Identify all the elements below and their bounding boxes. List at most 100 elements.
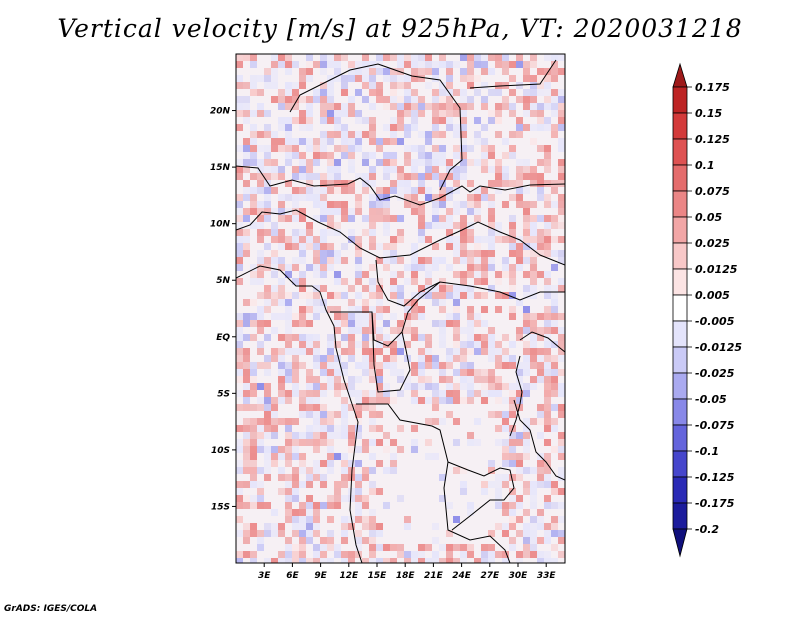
field-cell xyxy=(285,145,292,152)
field-cell xyxy=(327,306,334,313)
field-cell xyxy=(264,243,271,250)
field-cell xyxy=(411,124,418,131)
field-cell xyxy=(516,124,523,131)
field-cell xyxy=(488,117,495,124)
field-cell xyxy=(481,145,488,152)
field-cell xyxy=(502,271,509,278)
field-cell xyxy=(327,341,334,348)
field-cell xyxy=(551,369,558,376)
field-cell xyxy=(397,96,404,103)
field-cell xyxy=(481,306,488,313)
field-cell xyxy=(341,530,348,537)
field-cell xyxy=(397,446,404,453)
field-cell xyxy=(334,320,341,327)
field-cell xyxy=(278,229,285,236)
field-cell xyxy=(488,264,495,271)
field-cell xyxy=(411,75,418,82)
field-cell xyxy=(313,285,320,292)
field-cell xyxy=(530,110,537,117)
field-cell xyxy=(439,320,446,327)
field-cell xyxy=(390,355,397,362)
field-cell xyxy=(341,75,348,82)
field-cell xyxy=(474,201,481,208)
field-cell xyxy=(285,453,292,460)
field-cell xyxy=(264,194,271,201)
field-cell xyxy=(292,145,299,152)
field-cell xyxy=(467,397,474,404)
field-cell xyxy=(467,145,474,152)
field-cell xyxy=(306,320,313,327)
field-cell xyxy=(278,166,285,173)
field-cell xyxy=(558,446,565,453)
colorbar-label: -0.175 xyxy=(695,497,735,510)
field-cell xyxy=(446,264,453,271)
field-cell xyxy=(390,362,397,369)
field-cell xyxy=(509,446,516,453)
field-cell xyxy=(369,131,376,138)
field-cell xyxy=(495,110,502,117)
field-cell xyxy=(355,530,362,537)
field-cell xyxy=(495,474,502,481)
field-cell xyxy=(390,180,397,187)
field-cell xyxy=(502,474,509,481)
field-cell xyxy=(285,516,292,523)
field-cell xyxy=(278,348,285,355)
field-cell xyxy=(523,68,530,75)
field-cell xyxy=(502,103,509,110)
field-cell xyxy=(530,264,537,271)
field-cell xyxy=(551,215,558,222)
field-cell xyxy=(257,383,264,390)
field-cell xyxy=(313,215,320,222)
field-cell xyxy=(530,138,537,145)
field-cell xyxy=(495,166,502,173)
field-cell xyxy=(411,306,418,313)
field-cell xyxy=(516,474,523,481)
field-cell xyxy=(355,446,362,453)
field-cell xyxy=(418,110,425,117)
field-cell xyxy=(285,313,292,320)
field-cell xyxy=(292,243,299,250)
field-cell xyxy=(327,82,334,89)
field-cell xyxy=(355,61,362,68)
field-cell xyxy=(271,264,278,271)
field-cell xyxy=(327,516,334,523)
field-cell xyxy=(495,117,502,124)
field-cell xyxy=(250,453,257,460)
chart-title: Vertical velocity [m/s] at 925hPa, VT: 2… xyxy=(57,14,743,43)
field-cell xyxy=(502,348,509,355)
field-cell xyxy=(257,327,264,334)
field-cell xyxy=(362,173,369,180)
field-cell xyxy=(299,82,306,89)
field-cell xyxy=(278,285,285,292)
field-cell xyxy=(362,467,369,474)
field-cell xyxy=(334,551,341,558)
field-cell xyxy=(446,362,453,369)
field-cell xyxy=(285,271,292,278)
field-cell xyxy=(369,439,376,446)
field-cell xyxy=(425,418,432,425)
field-cell xyxy=(306,54,313,61)
field-cell xyxy=(404,278,411,285)
field-cell xyxy=(292,439,299,446)
field-cell xyxy=(425,558,432,563)
field-cell xyxy=(355,320,362,327)
field-cell xyxy=(558,369,565,376)
field-cell xyxy=(320,215,327,222)
field-cell xyxy=(306,75,313,82)
field-cell xyxy=(516,390,523,397)
field-cell xyxy=(362,285,369,292)
field-cell xyxy=(327,180,334,187)
field-cell xyxy=(432,299,439,306)
field-cell xyxy=(495,355,502,362)
field-cell xyxy=(523,243,530,250)
field-cell xyxy=(467,236,474,243)
field-cell xyxy=(495,103,502,110)
field-cell xyxy=(383,257,390,264)
field-cell xyxy=(523,390,530,397)
field-cell xyxy=(467,439,474,446)
field-cell xyxy=(271,418,278,425)
field-cell xyxy=(341,362,348,369)
field-cell xyxy=(264,229,271,236)
field-cell xyxy=(509,271,516,278)
field-cell xyxy=(453,131,460,138)
